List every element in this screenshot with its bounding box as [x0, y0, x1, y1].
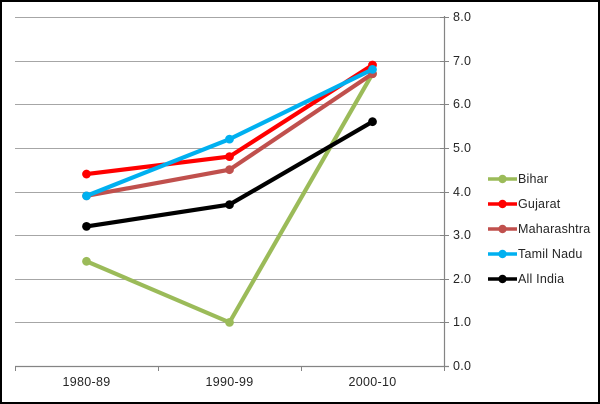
legend-line-marker-icon [488, 274, 517, 283]
legend-line-marker-icon [488, 249, 517, 258]
legend-line-marker-icon [488, 199, 517, 208]
legend-label: All India [518, 271, 565, 286]
series-marker-bihar [82, 256, 91, 266]
legend-item-bihar: Bihar [487, 166, 590, 191]
series-marker-all-india [225, 200, 234, 209]
legend-item-maharashtra: Maharashtra [487, 216, 590, 241]
legend-item-tamil-nadu: Tamil Nadu [487, 241, 590, 266]
y-tick-label: 5.0 [453, 140, 472, 155]
legend-item-gujarat: Gujarat [487, 191, 590, 216]
legend-label: Maharashtra [518, 221, 591, 236]
legend-label: Tamil Nadu [518, 246, 583, 261]
legend-label: Bihar [518, 171, 549, 186]
y-tick-label: 3.0 [453, 228, 472, 243]
legend-item-all-india: All India [487, 266, 590, 291]
y-tick-label: 6.0 [453, 97, 472, 112]
series-line-tamil-nadu [84, 67, 375, 198]
y-tick-label: 7.0 [453, 53, 472, 68]
series-marker-maharashtra [225, 165, 234, 175]
legend-line-marker-icon [488, 174, 517, 183]
series-marker-tamil-nadu [82, 191, 91, 201]
legend-line-marker-icon [488, 224, 517, 233]
x-tick-label: 2000-10 [348, 375, 397, 389]
series-marker-all-india [368, 117, 377, 127]
series-marker-tamil-nadu [368, 64, 377, 74]
y-tick-label: 2.0 [453, 271, 472, 286]
y-tick-label: 4.0 [453, 184, 472, 199]
chart-legend: Bihar Gujarat Maharashtra Tamil Nadu All Ind… [487, 166, 590, 291]
series-marker-gujarat [225, 152, 234, 162]
series-line-bihar [84, 71, 375, 325]
x-tick-label: 1990-99 [205, 375, 254, 389]
y-tick-label: 8.0 [453, 10, 472, 24]
x-tick-label: 1980-89 [62, 375, 111, 389]
y-tick-label: 1.0 [453, 315, 472, 330]
series-marker-tamil-nadu [225, 134, 234, 144]
y-tick-label: 0.0 [453, 359, 472, 373]
series-marker-all-india [82, 222, 91, 231]
series-marker-bihar [225, 317, 234, 327]
legend-label: Gujarat [518, 196, 561, 211]
series-marker-gujarat [82, 169, 91, 179]
